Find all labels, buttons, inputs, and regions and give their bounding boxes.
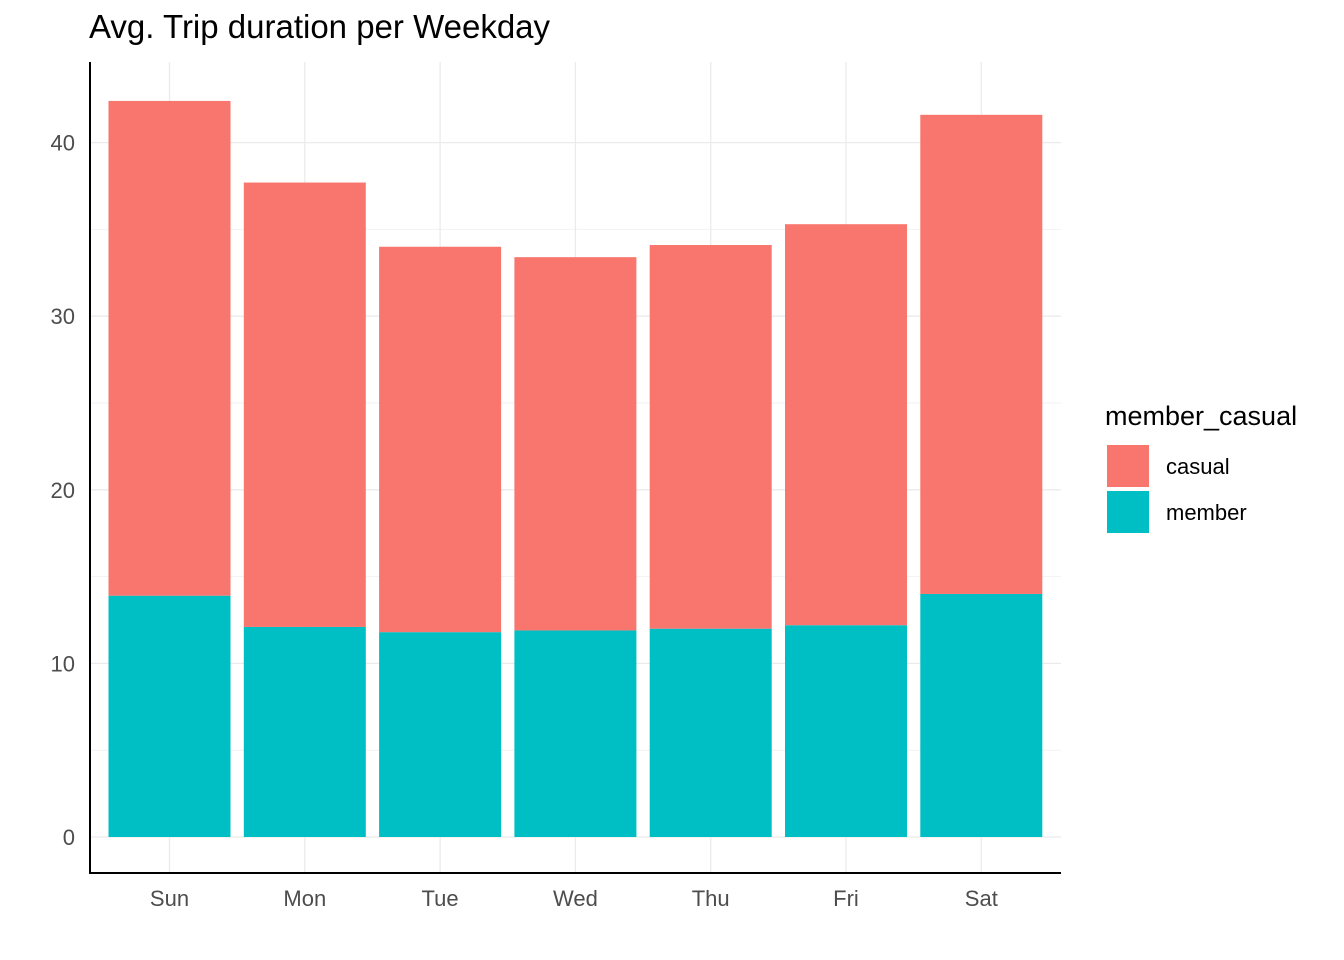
x-tick-label-wed: Wed (553, 886, 598, 911)
y-tick-label: 40 (51, 131, 75, 156)
legend-title: member_casual (1105, 401, 1297, 431)
bar-member-wed (514, 630, 637, 837)
x-tick-label-fri: Fri (833, 886, 859, 911)
y-tick-label: 30 (51, 304, 75, 329)
y-tick-label: 0 (63, 825, 75, 850)
x-tick-label-tue: Tue (422, 886, 459, 911)
bar-casual-sun (108, 100, 231, 596)
legend-label-member: member (1166, 500, 1247, 525)
bar-casual-thu (649, 245, 772, 629)
bar-member-tue (379, 632, 502, 837)
bars (108, 100, 1043, 837)
chart-title: Avg. Trip duration per Weekday (89, 8, 551, 45)
axes (89, 62, 1061, 874)
x-tick-label-thu: Thu (692, 886, 730, 911)
bar-member-sun (108, 595, 231, 837)
x-tick-label-sat: Sat (965, 886, 998, 911)
x-tick-label-mon: Mon (283, 886, 326, 911)
bar-casual-fri (785, 224, 907, 626)
legend-label-casual: casual (1166, 454, 1230, 479)
bar-casual-mon (243, 182, 366, 627)
y-axis-tick-labels: 0 10 20 30 40 (51, 131, 75, 850)
bar-member-sat (920, 593, 1043, 837)
x-axis-tick-labels: Sun Mon Tue Wed Thu Fri Sat (150, 886, 998, 911)
y-tick-label: 20 (51, 478, 75, 503)
bar-casual-sat (920, 114, 1043, 594)
x-tick-label-sun: Sun (150, 886, 189, 911)
bar-member-thu (649, 628, 772, 837)
bar-casual-wed (514, 257, 637, 631)
bar-casual-tue (379, 246, 502, 633)
legend-key-member (1107, 491, 1149, 533)
bar-member-mon (243, 626, 366, 837)
y-tick-label: 10 (51, 651, 75, 676)
legend-key-casual (1107, 445, 1149, 487)
bar-member-fri (785, 625, 907, 837)
